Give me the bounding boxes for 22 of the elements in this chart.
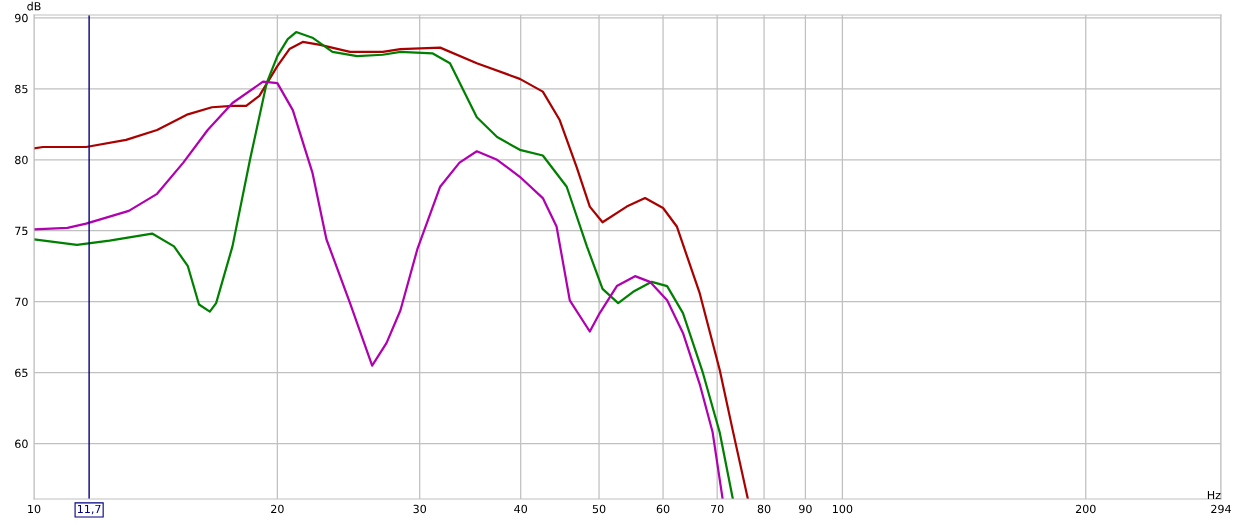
x-tick-label: 90 bbox=[799, 504, 812, 514]
x-tick-label: 50 bbox=[592, 504, 606, 514]
y-axis-title: dB bbox=[27, 1, 41, 11]
y-tick-label: 60 bbox=[15, 439, 28, 449]
x-tick-label: 10 bbox=[28, 504, 41, 514]
y-tick-label: 70 bbox=[15, 297, 28, 307]
y-tick-label: 85 bbox=[15, 84, 28, 94]
x-tick-label: 70 bbox=[711, 504, 724, 514]
x-tick-label: 40 bbox=[514, 504, 528, 514]
y-tick-label: 80 bbox=[15, 155, 28, 165]
x-tick-label: 100 bbox=[833, 504, 853, 514]
y-tick-label: 75 bbox=[15, 226, 28, 236]
y-tick-label: 90 bbox=[15, 13, 28, 23]
x-tick-label: 60 bbox=[656, 504, 670, 514]
x-tick-label: 30 bbox=[413, 504, 427, 514]
y-tick-label: 65 bbox=[15, 368, 28, 378]
x-tick-label: 200 bbox=[1075, 504, 1096, 514]
x-tick-label: 294 bbox=[1211, 504, 1231, 514]
x-axis-title: Hz bbox=[1207, 491, 1221, 500]
x-tick-label: 80 bbox=[757, 504, 771, 514]
x-tick-label: 20 bbox=[271, 504, 284, 514]
ref-line-label: 11,7 bbox=[77, 504, 101, 515]
